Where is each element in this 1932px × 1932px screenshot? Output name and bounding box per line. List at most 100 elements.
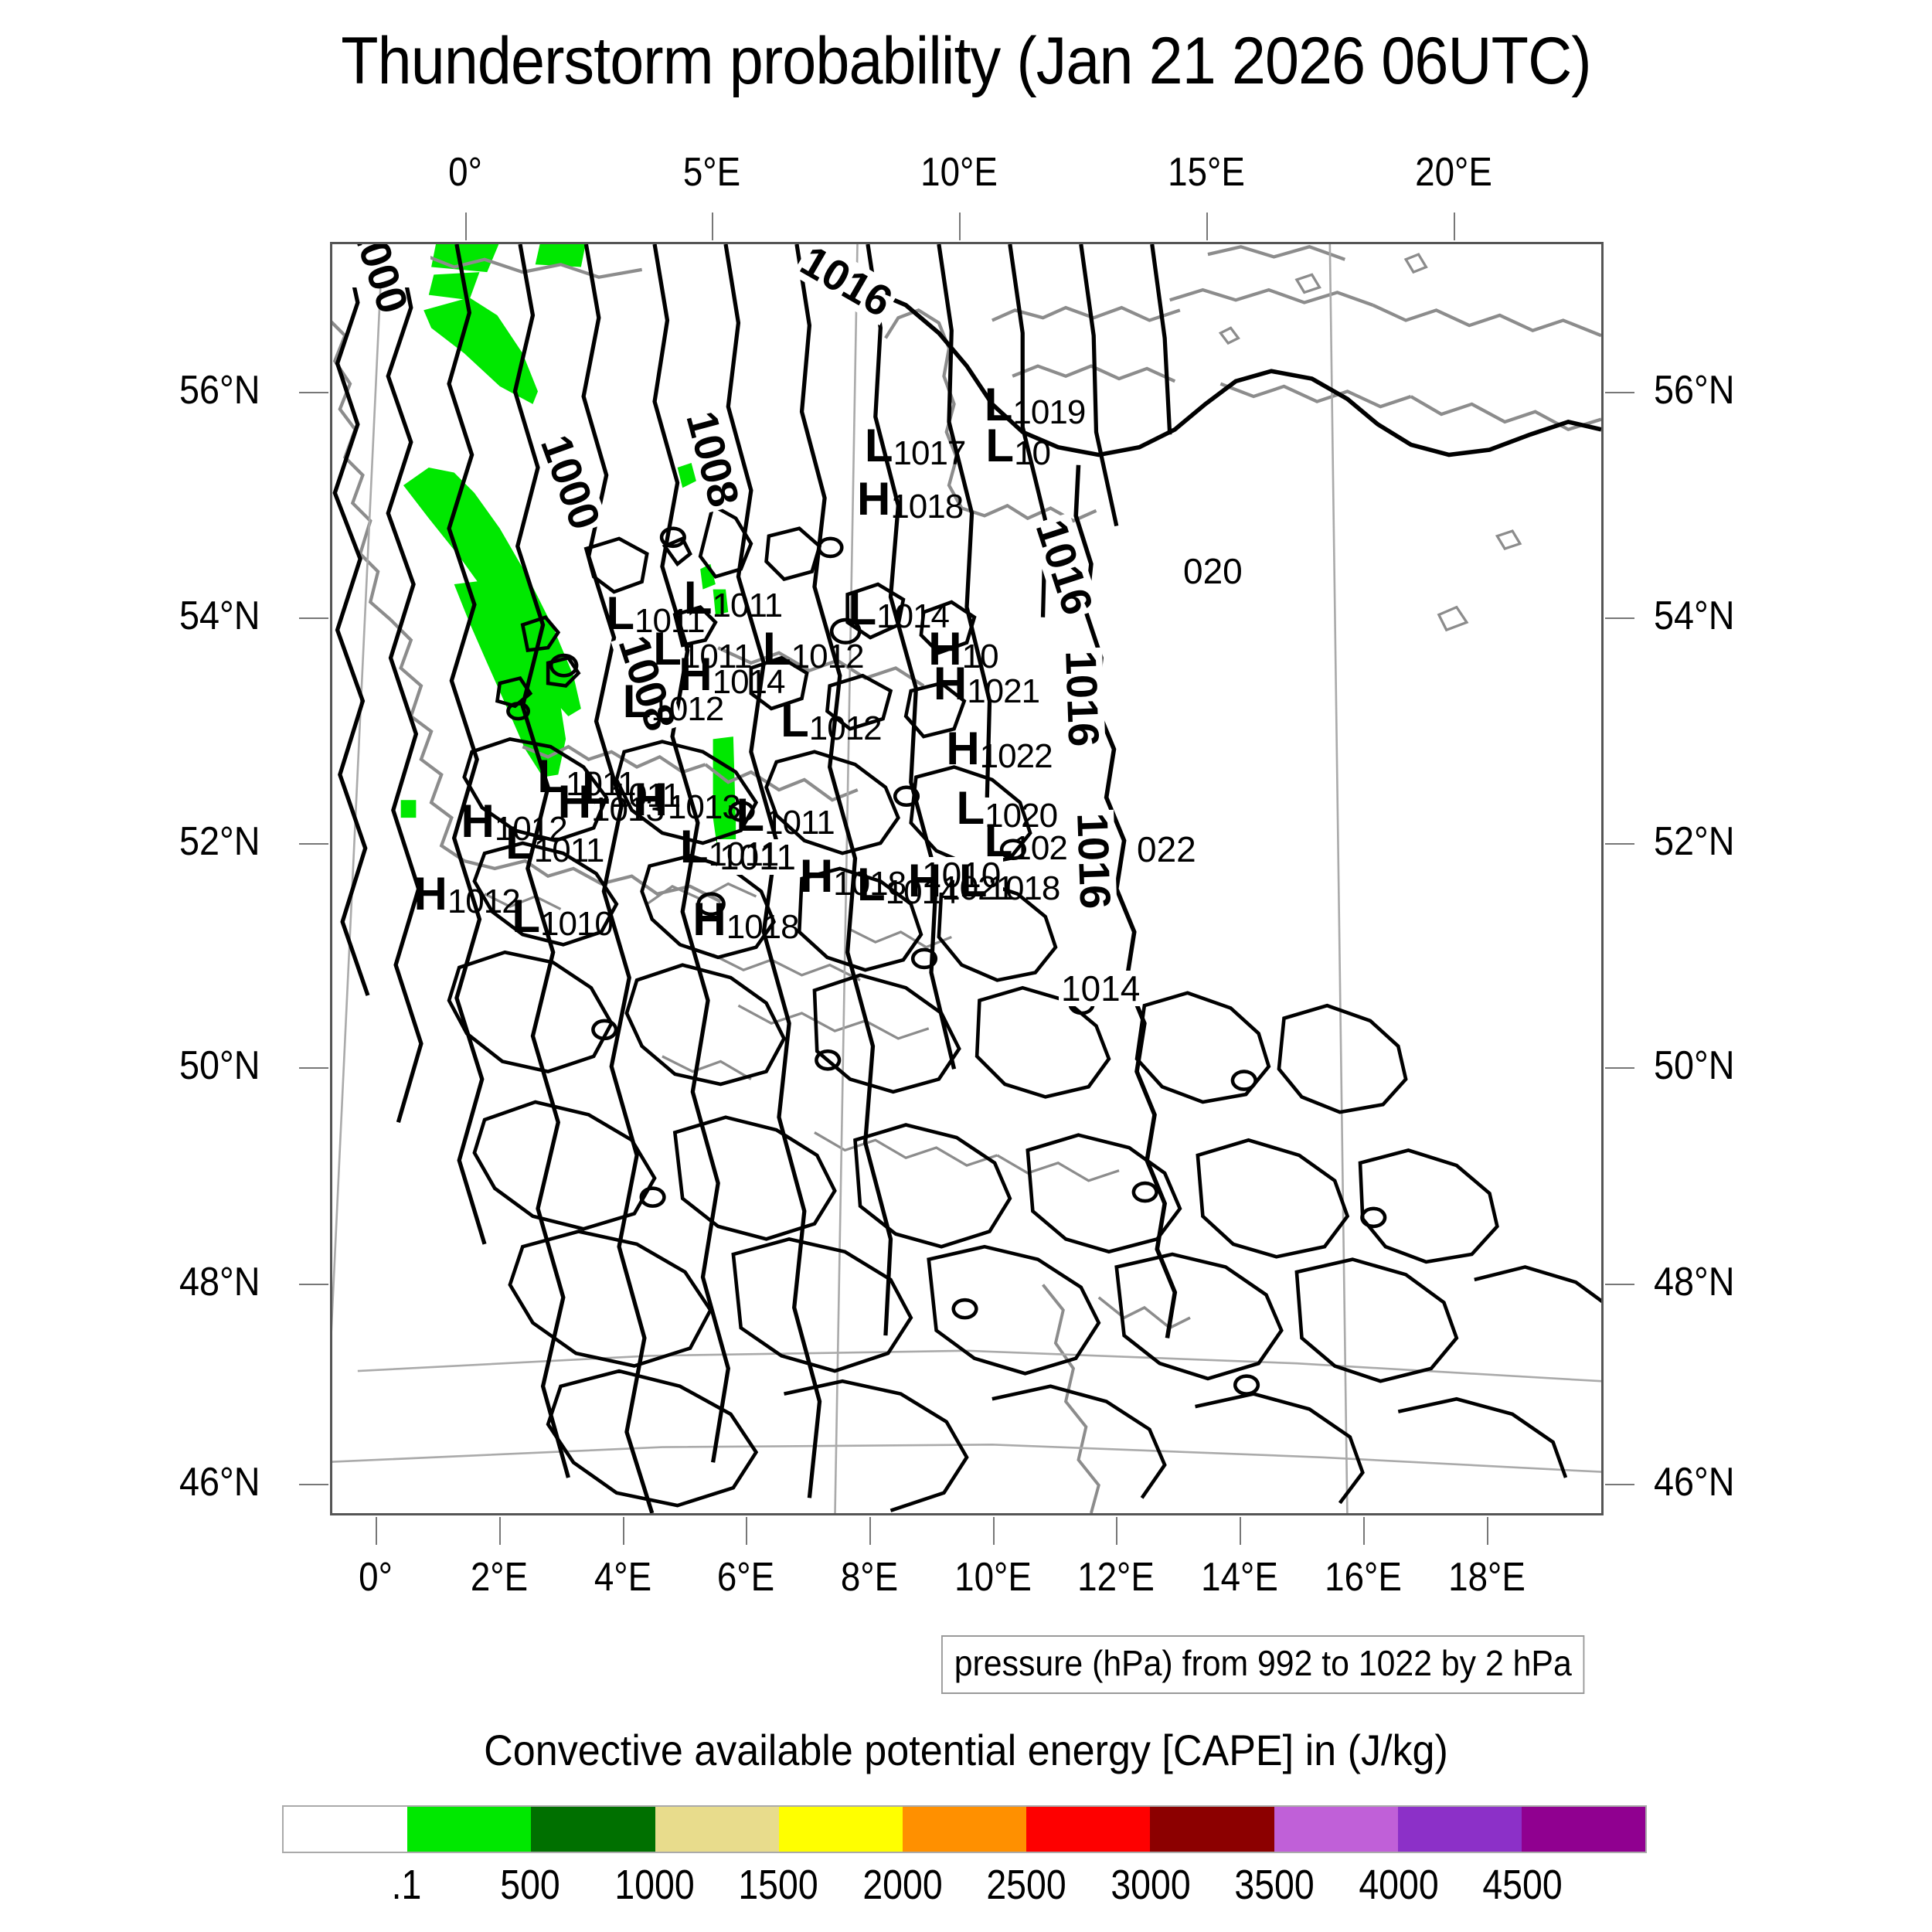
isobar-label-1014: 1014 xyxy=(1059,971,1143,1006)
axis-tick xyxy=(499,1517,502,1545)
axis-label: 46°N xyxy=(179,1459,260,1505)
colorbar-swatch[interactable] xyxy=(1521,1807,1646,1852)
colorbar-tick-label: 2500 xyxy=(986,1862,1066,1908)
pressure-center-l: L1011 xyxy=(653,626,752,674)
pressure-center-l: L1011 xyxy=(606,590,706,641)
colorbar-swatch[interactable] xyxy=(902,1807,1027,1852)
colorbar-swatch[interactable] xyxy=(1150,1807,1274,1852)
pressure-center-value: 1011 xyxy=(610,777,682,815)
colorbar-swatch[interactable] xyxy=(284,1807,408,1852)
colorbar-caption: Convective available potential energy [C… xyxy=(484,1726,1448,1774)
colorbar-tick-label: 3000 xyxy=(1111,1862,1191,1908)
pressure-center-value: 1011 xyxy=(708,835,780,873)
pressure-center-symbol: L xyxy=(984,378,1013,430)
axis-tick xyxy=(1605,617,1634,620)
axis-label: 46°N xyxy=(1654,1459,1735,1505)
axis-label: 50°N xyxy=(179,1043,260,1088)
pressure-center-value: 10 xyxy=(1014,434,1051,472)
pressure-center-value: 1011 xyxy=(764,803,835,842)
colorbar-tick-label: .1 xyxy=(391,1862,421,1908)
axis-label: 16°E xyxy=(1324,1555,1402,1600)
isobar-layer xyxy=(332,244,1601,1513)
pressure-center-symbol: H xyxy=(461,794,495,847)
pressure-center-symbol: L xyxy=(763,623,791,675)
pressure-center-symbol: H xyxy=(692,893,726,945)
isobar-label-1011: 1011 xyxy=(717,839,798,875)
pressure-center-value: 1011 xyxy=(533,831,605,869)
colorbar-tick-label: 4500 xyxy=(1482,1862,1563,1908)
axis-tick xyxy=(712,213,714,240)
pressure-center-l: L102 xyxy=(984,814,1068,867)
pressure-center-value: 102 xyxy=(1012,828,1067,867)
map-panel[interactable]: 1000 1000 1008 1008 1016 1016 1016 1016 … xyxy=(330,242,1604,1515)
axis-label: 10°E xyxy=(920,150,998,195)
axis-label: 48°N xyxy=(179,1260,260,1305)
pressure-center-h: H1013 xyxy=(558,779,665,827)
axis-tick xyxy=(1605,842,1634,845)
pressure-center-symbol: L xyxy=(582,762,611,815)
pressure-center-l: L1014 xyxy=(857,862,959,910)
pressure-center-value: 1010 xyxy=(540,905,614,944)
pressure-center-symbol: L xyxy=(505,816,534,869)
pressure-center-l: L1018 xyxy=(959,858,1061,908)
pressure-center-value: 1012 xyxy=(808,709,883,747)
colorbar-tick-label: 2000 xyxy=(862,1862,943,1908)
colorbar-swatch[interactable] xyxy=(531,1807,655,1852)
colorbar-swatch[interactable] xyxy=(1274,1807,1398,1852)
pressure-center-l: L10 xyxy=(985,422,1051,472)
axis-tick xyxy=(1362,1517,1365,1545)
colorbar-swatch[interactable] xyxy=(1397,1807,1522,1852)
colorbar-swatch[interactable] xyxy=(407,1807,532,1852)
pressure-center-value: 1021 xyxy=(967,672,1040,710)
pressure-center-value: 1011 xyxy=(712,587,784,625)
pressure-center-h: H1018 xyxy=(856,472,964,526)
pressure-center-symbol: L xyxy=(864,419,893,471)
axis-tick xyxy=(1240,1517,1242,1545)
pressure-center-value: 1018 xyxy=(726,907,800,946)
pressure-center-symbol: H xyxy=(856,472,891,525)
pressure-center-symbol: L xyxy=(622,675,651,727)
pressure-center-l: L1011 xyxy=(582,762,682,815)
isobar-label-1022: 022 xyxy=(1134,832,1199,867)
pressure-center-value: 1012 xyxy=(494,809,568,848)
pressure-center-symbol: L xyxy=(984,814,1013,866)
cape-colorbar[interactable] xyxy=(282,1805,1647,1853)
pressure-center-h: H1012 xyxy=(413,870,520,919)
pressure-center-value: 1011 xyxy=(634,602,706,641)
axis-label: 48°N xyxy=(1654,1260,1735,1305)
axis-tick xyxy=(1206,213,1208,240)
axis-label: 20°E xyxy=(1414,150,1492,195)
pressure-center-symbol: H xyxy=(634,773,668,825)
pressure-center-value: 1018 xyxy=(987,869,1060,908)
page-title: Thunderstorm probability (Jan 21 2026 06… xyxy=(341,24,1591,98)
isobar-label-1020: 020 xyxy=(1181,553,1245,589)
axis-label: 10°E xyxy=(954,1555,1032,1600)
axis-label: 15°E xyxy=(1167,150,1245,195)
colorbar-tick-label: 1000 xyxy=(614,1862,695,1908)
axis-label: 12°E xyxy=(1077,1555,1155,1600)
axis-label: 56°N xyxy=(179,368,260,413)
axis-label: 52°N xyxy=(179,818,260,864)
axis-label: 0° xyxy=(447,150,482,195)
map-canvas xyxy=(332,244,1601,1513)
axis-tick xyxy=(299,392,328,394)
pressure-center-l: L1017 xyxy=(864,419,967,471)
axis-tick xyxy=(959,213,961,240)
colorbar-tick-label: 4000 xyxy=(1359,1862,1439,1908)
pressure-center-value: 1011 xyxy=(565,765,637,804)
axis-tick xyxy=(376,1517,378,1545)
axis-tick xyxy=(1116,1517,1118,1545)
pressure-center-symbol: H xyxy=(928,623,962,675)
colorbar-swatch[interactable] xyxy=(1026,1807,1151,1852)
axis-label: 5°E xyxy=(683,150,741,195)
coastline-layer xyxy=(332,245,1601,1513)
colorbar-swatch[interactable] xyxy=(778,1807,903,1852)
axis-tick xyxy=(746,1517,748,1545)
pressure-center-value: 1018 xyxy=(890,487,964,526)
axis-tick xyxy=(464,213,467,240)
isobar-label-1016: 1016 xyxy=(1068,809,1120,913)
colorbar-swatch[interactable] xyxy=(655,1807,779,1852)
pressure-center-l: L1012 xyxy=(763,623,865,675)
pressure-center-l: L1011 xyxy=(537,753,637,804)
isobar-label-1000: 1000 xyxy=(332,244,430,319)
